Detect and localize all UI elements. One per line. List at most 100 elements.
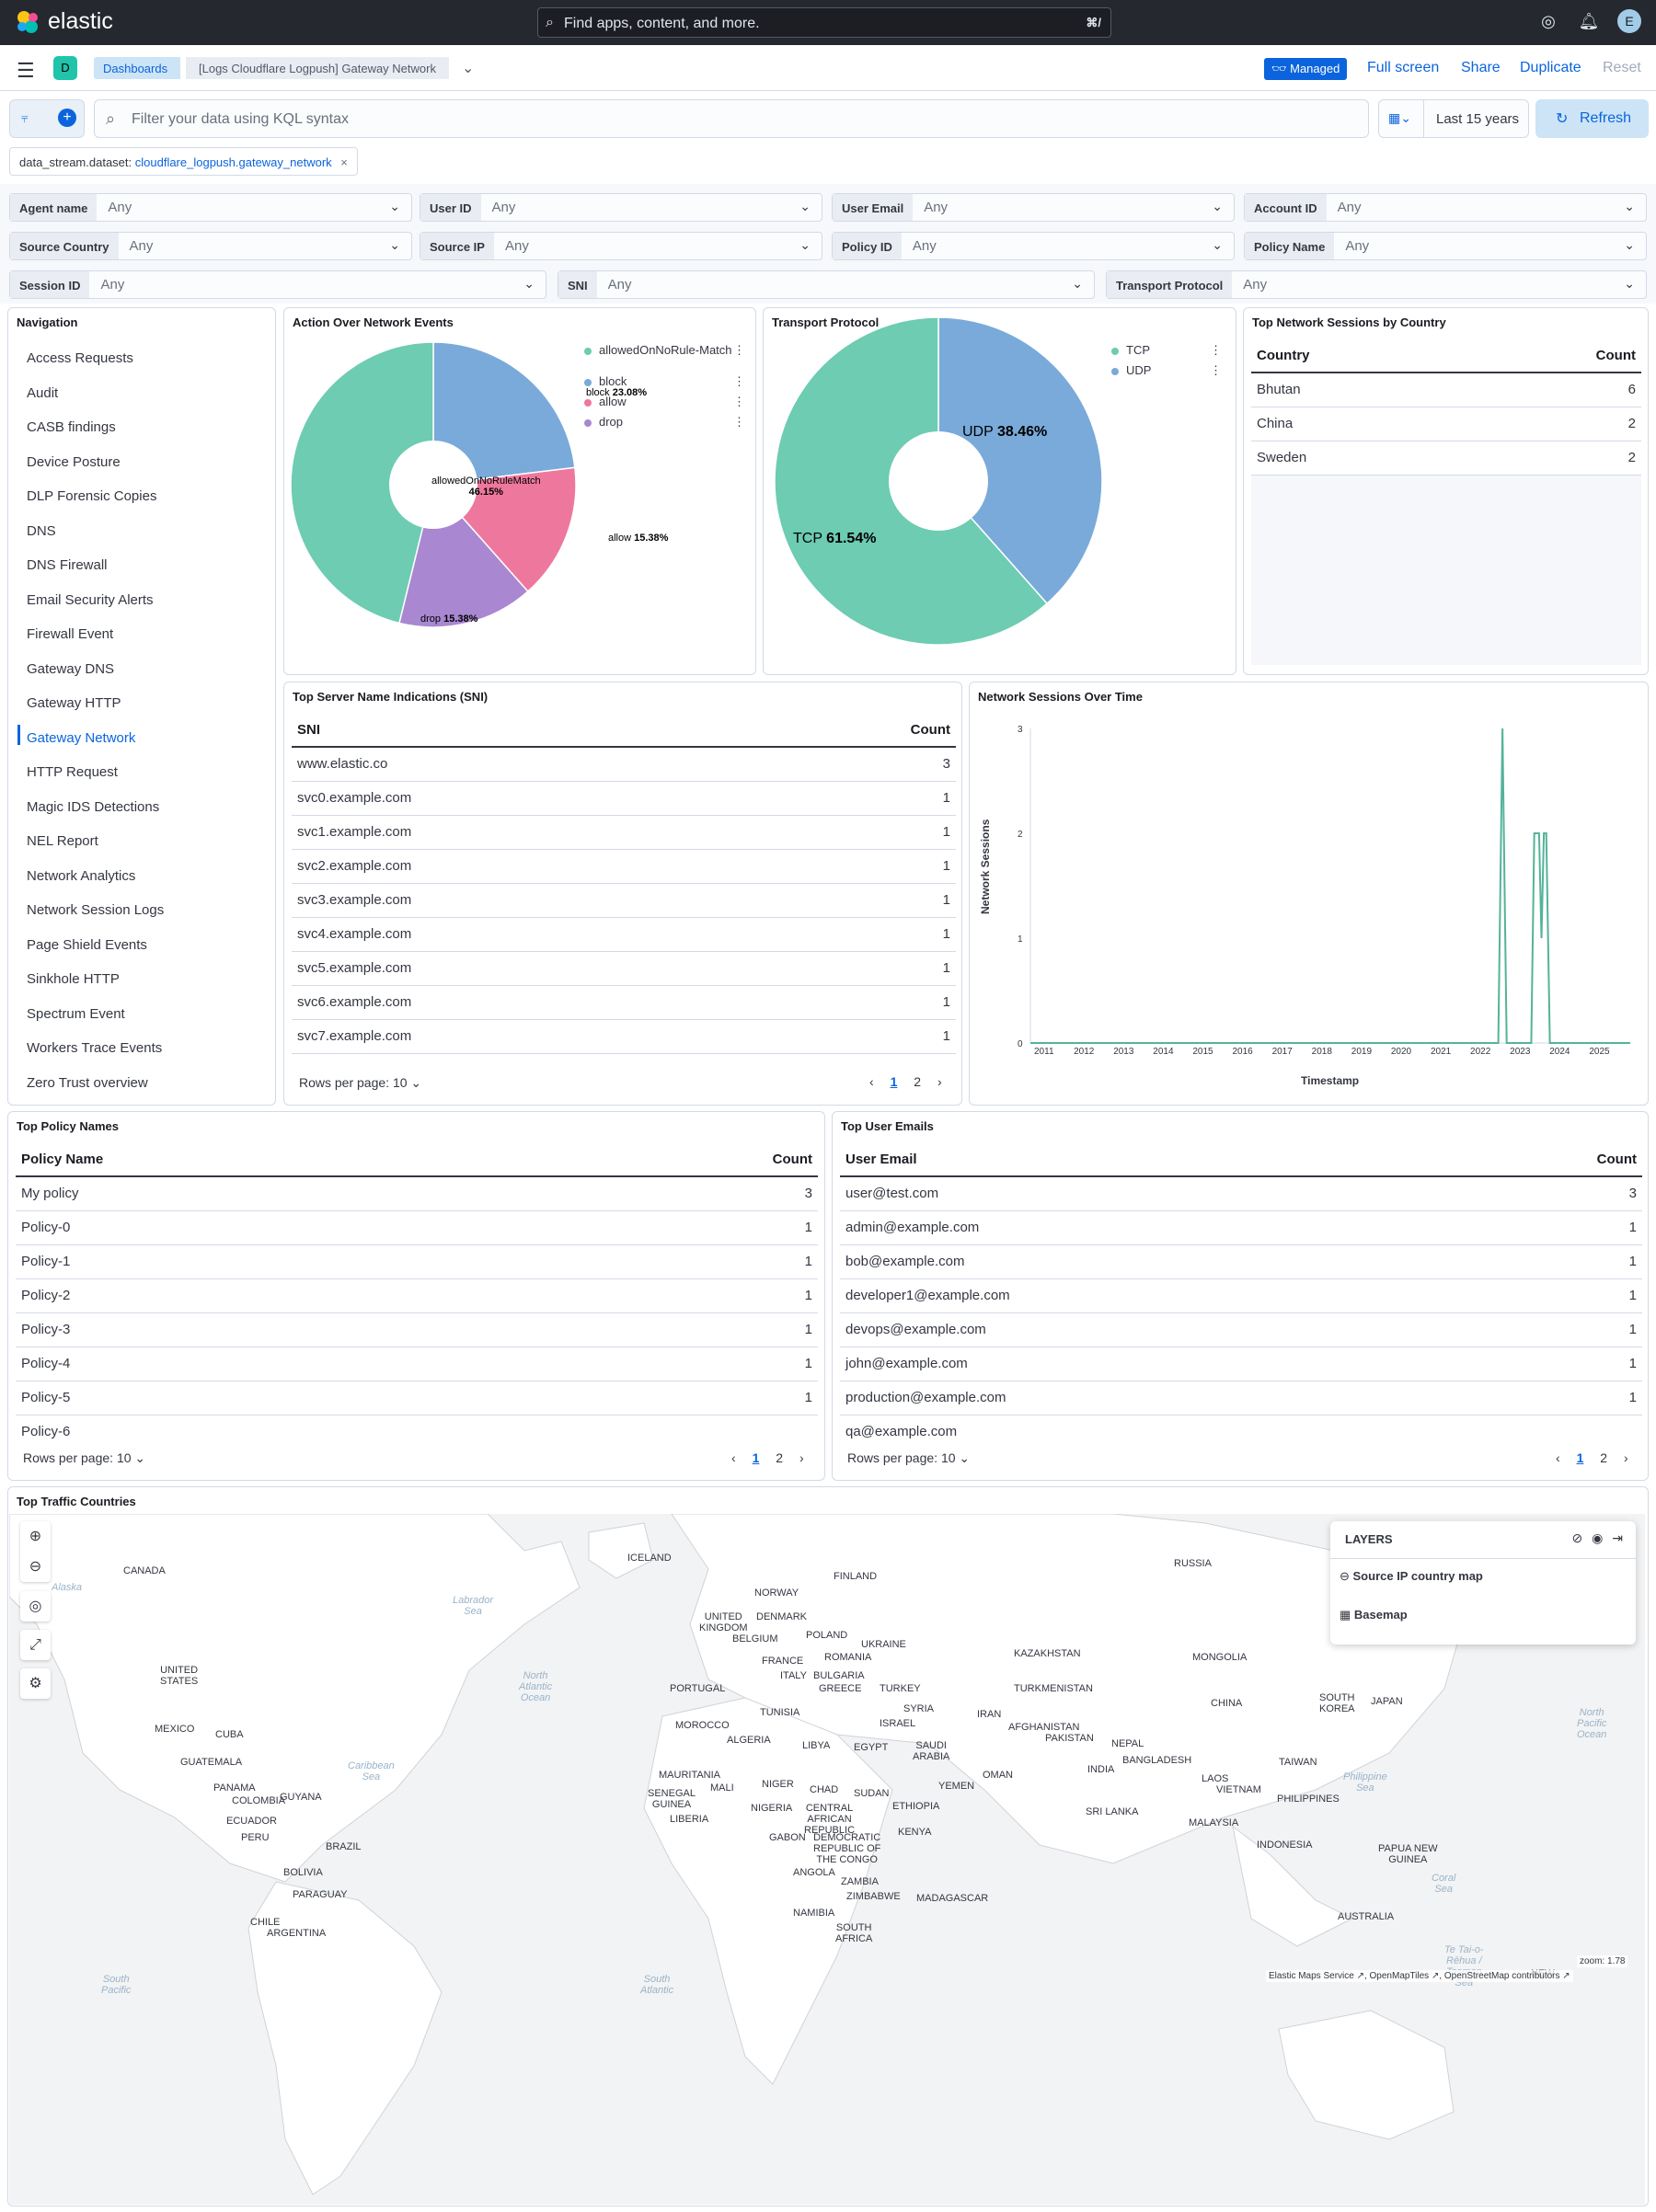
- pie-slice-allowedonnorulematch[interactable]: [290, 341, 434, 625]
- pie-slice-block[interactable]: [432, 341, 576, 486]
- collapse-icon[interactable]: ⇥: [1612, 1530, 1623, 1545]
- page-2[interactable]: 2: [914, 1074, 922, 1089]
- next-page-icon[interactable]: ›: [799, 1450, 804, 1465]
- user-avatar[interactable]: E: [1617, 9, 1641, 33]
- date-picker[interactable]: ▦⌄ Last 15 years: [1378, 99, 1529, 138]
- prev-page-icon[interactable]: ‹: [1556, 1450, 1560, 1465]
- legend-item-allow[interactable]: allow ⋮: [584, 395, 745, 415]
- nav-item[interactable]: Audit: [27, 384, 59, 401]
- help-icon[interactable]: ◎: [1541, 12, 1556, 30]
- full-screen-button[interactable]: Full screen: [1367, 60, 1440, 75]
- column-header[interactable]: Country: [1251, 339, 1469, 373]
- nav-item[interactable]: Magic IDS Detections: [27, 798, 160, 815]
- more-icon[interactable]: ⋮: [1210, 343, 1222, 357]
- share-button[interactable]: Share: [1461, 60, 1501, 75]
- filter-pill[interactable]: data_stream.dataset: cloudflare_logpush.…: [9, 147, 358, 176]
- nav-item[interactable]: Spectrum Event: [27, 1005, 125, 1022]
- nav-item[interactable]: Gateway DNS: [27, 660, 115, 677]
- duplicate-button[interactable]: Duplicate: [1520, 60, 1581, 75]
- zoom-in-icon[interactable]: ⊕: [29, 1529, 42, 1544]
- space-avatar[interactable]: D: [53, 56, 77, 80]
- chevron-down-icon[interactable]: ⌄: [462, 61, 475, 76]
- time-range-label[interactable]: Last 15 years: [1436, 111, 1520, 127]
- column-header[interactable]: Count: [1468, 339, 1641, 373]
- control-user-id[interactable]: User ID Any ⌄: [420, 193, 822, 222]
- column-header[interactable]: Count: [1461, 1143, 1642, 1177]
- more-icon[interactable]: ⋮: [733, 374, 745, 388]
- notifications-icon[interactable]: 🔔︎: [1578, 12, 1600, 30]
- control-agent-name[interactable]: Agent name Any ⌄: [9, 193, 412, 222]
- next-page-icon[interactable]: ›: [1623, 1450, 1628, 1465]
- legend-item-allowed[interactable]: allowedOnNoRule-Match ⋮: [584, 343, 745, 374]
- zoom-out-icon[interactable]: ⊖: [29, 1559, 42, 1575]
- more-icon[interactable]: ⋮: [733, 415, 745, 429]
- page-2[interactable]: 2: [1600, 1450, 1608, 1465]
- eye-icon[interactable]: ◉: [1592, 1530, 1604, 1545]
- fit-to-data-icon[interactable]: ◎: [20, 1591, 51, 1622]
- nav-item[interactable]: Gateway HTTP: [27, 695, 121, 711]
- nav-item[interactable]: Zero Trust overview: [27, 1074, 148, 1091]
- rows-per-page[interactable]: Rows per page: 10 ⌄: [23, 1450, 145, 1466]
- hide-all-icon[interactable]: ⊘: [1571, 1530, 1583, 1545]
- control-user-email[interactable]: User Email Any ⌄: [832, 193, 1235, 222]
- control-source-ip[interactable]: Source IP Any ⌄: [420, 232, 822, 260]
- close-icon[interactable]: ×: [340, 155, 348, 169]
- nav-item[interactable]: Firewall Event: [27, 626, 114, 642]
- kql-query-input[interactable]: ⌕ Filter your data using KQL syntax: [94, 99, 1369, 138]
- rows-per-page[interactable]: Rows per page: 10 ⌄: [847, 1450, 970, 1466]
- control-policy-id[interactable]: Policy ID Any ⌄: [832, 232, 1235, 260]
- control-sni[interactable]: SNI Any ⌄: [558, 270, 1095, 299]
- layer-source-ip[interactable]: ⊖ Source IP country map: [1340, 1569, 1483, 1584]
- add-filter-icon[interactable]: +: [58, 109, 76, 127]
- legend-item-drop[interactable]: drop ⋮: [584, 415, 745, 435]
- layer-basemap[interactable]: ▦ Basemap: [1340, 1608, 1408, 1622]
- control-source-country[interactable]: Source Country Any ⌄: [9, 232, 412, 260]
- nav-item[interactable]: DNS: [27, 522, 56, 539]
- nav-item[interactable]: DNS Firewall: [27, 557, 108, 573]
- tools-icon[interactable]: ⚙: [20, 1668, 51, 1699]
- global-search-input[interactable]: ⌕ Find apps, content, and more. ⌘/: [537, 7, 1111, 38]
- nav-item[interactable]: Sinkhole HTTP: [27, 971, 120, 987]
- next-page-icon[interactable]: ›: [937, 1074, 942, 1089]
- calendar-icon[interactable]: ▦⌄: [1388, 110, 1411, 125]
- legend-item-udp[interactable]: UDP ⋮: [1111, 363, 1222, 384]
- nav-item[interactable]: Device Posture: [27, 453, 121, 470]
- control-account-id[interactable]: Account ID Any ⌄: [1244, 193, 1647, 222]
- page-1[interactable]: 1: [752, 1450, 760, 1465]
- more-icon[interactable]: ⋮: [1210, 363, 1222, 377]
- nav-item[interactable]: Network Session Logs: [27, 902, 165, 918]
- more-icon[interactable]: ⋮: [733, 395, 745, 408]
- breadcrumb-dashboards[interactable]: Dashboards: [94, 57, 181, 79]
- menu-icon[interactable]: ☰: [17, 59, 35, 82]
- nav-item[interactable]: Workers Trace Events: [27, 1040, 163, 1056]
- column-header[interactable]: User Email: [840, 1143, 1462, 1177]
- nav-item[interactable]: Email Security Alerts: [27, 591, 154, 608]
- prev-page-icon[interactable]: ‹: [731, 1450, 736, 1465]
- fullscreen-icon[interactable]: ⤢: [20, 1630, 51, 1660]
- nav-item[interactable]: HTTP Request: [27, 764, 118, 780]
- nav-item[interactable]: DLP Forensic Copies: [27, 488, 157, 504]
- nav-item[interactable]: NEL Report: [27, 833, 98, 849]
- column-header[interactable]: Count: [534, 1143, 818, 1177]
- control-policy-name[interactable]: Policy Name Any ⌄: [1244, 232, 1647, 260]
- prev-page-icon[interactable]: ‹: [869, 1074, 874, 1089]
- column-header[interactable]: Count: [764, 714, 956, 748]
- control-transport-protocol[interactable]: Transport Protocol Any ⌄: [1106, 270, 1647, 299]
- column-header[interactable]: SNI: [292, 714, 765, 748]
- legend-item-tcp[interactable]: TCP ⋮: [1111, 343, 1222, 363]
- more-icon[interactable]: ⋮: [733, 343, 745, 357]
- page-1[interactable]: 1: [1576, 1450, 1584, 1465]
- pie-slice-udp[interactable]: [937, 316, 1103, 605]
- nav-item[interactable]: Network Analytics: [27, 867, 136, 884]
- sessions-line[interactable]: [1030, 728, 1630, 1044]
- managed-badge[interactable]: 👓︎ Managed: [1264, 58, 1348, 80]
- nav-item[interactable]: Page Shield Events: [27, 936, 147, 953]
- page-1[interactable]: 1: [890, 1074, 898, 1089]
- reset-button[interactable]: Reset: [1603, 60, 1641, 75]
- nav-item[interactable]: Access Requests: [27, 350, 133, 366]
- page-2[interactable]: 2: [776, 1450, 784, 1465]
- control-session-id[interactable]: Session ID Any ⌄: [9, 270, 546, 299]
- map-attribution[interactable]: Elastic Maps Service ↗, OpenMapTiles ↗, …: [1266, 1970, 1573, 1982]
- column-header[interactable]: Policy Name: [16, 1143, 535, 1177]
- rows-per-page[interactable]: Rows per page: 10 ⌄: [299, 1075, 421, 1091]
